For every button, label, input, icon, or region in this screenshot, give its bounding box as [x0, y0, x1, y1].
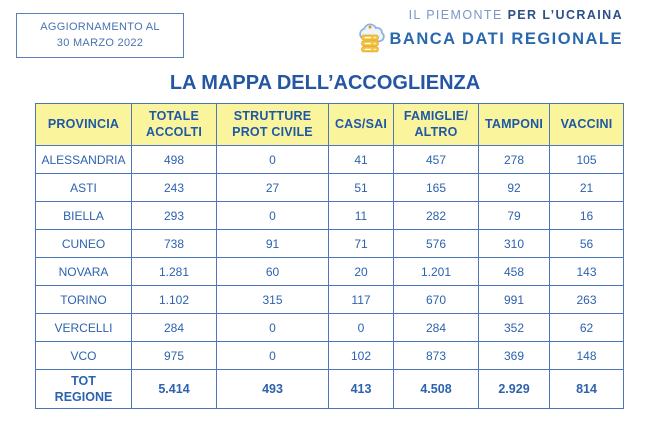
table-row: VCO 975 0 102 873 369 148: [35, 341, 624, 370]
table-row: CUNEO 738 91 71 576 310 56: [35, 229, 624, 258]
table-cell: 62: [549, 313, 624, 342]
table-cell: 0: [216, 201, 329, 230]
column-header: FAMIGLIE/ ALTRO: [393, 103, 479, 146]
table-cell: 11: [328, 201, 394, 230]
row-label: TOT REGIONE: [35, 369, 132, 409]
row-label: VCO: [35, 341, 132, 370]
column-header: CAS/SAI: [328, 103, 394, 146]
row-label: VERCELLI: [35, 313, 132, 342]
table-cell: 457: [393, 145, 479, 174]
table-cell: 16: [549, 201, 624, 230]
column-header: STRUTTURE PROT CIVILE: [216, 103, 329, 146]
table-cell: 975: [131, 341, 217, 370]
table-cell: 493: [216, 369, 329, 409]
table-cell: 51: [328, 173, 394, 202]
table-cell: 2.929: [478, 369, 550, 409]
table-cell: 576: [393, 229, 479, 258]
table-header: PROVINCIA TOTALE ACCOLTI STRUTTURE PROT CI…: [35, 103, 624, 146]
table-cell: 165: [393, 173, 479, 202]
table-body: ALESSANDRIA 498 0 41 457 278 105 ASTI 243 27 51 165…: [35, 145, 624, 409]
row-label: CUNEO: [35, 229, 132, 258]
table-cell: 0: [216, 145, 329, 174]
table-cell: 670: [393, 285, 479, 314]
table-row: ALESSANDRIA 498 0 41 457 278 105: [35, 145, 624, 174]
column-header: TAMPONI: [478, 103, 550, 146]
table-cell: 310: [478, 229, 550, 258]
table-cell: 1.102: [131, 285, 217, 314]
table-cell: 293: [131, 201, 217, 230]
table-cell: 102: [328, 341, 394, 370]
row-label: ALESSANDRIA: [35, 145, 132, 174]
table-cell: 243: [131, 173, 217, 202]
table-cell: 1.201: [393, 257, 479, 286]
column-header: TOTALE ACCOLTI: [131, 103, 217, 146]
table-cell: 284: [393, 313, 479, 342]
table-cell: 315: [216, 285, 329, 314]
table-cell: 413: [328, 369, 394, 409]
accoglienza-table: PROVINCIA TOTALE ACCOLTI STRUTTURE PROT CI…: [35, 103, 624, 409]
brand-tagline-cause: PER L’UCRAINA: [507, 8, 623, 22]
table-cell: 148: [549, 341, 624, 370]
table-row: BIELLA 293 0 11 282 79 16: [35, 201, 624, 230]
table-cell: 1.281: [131, 257, 217, 286]
table-cell: 991: [478, 285, 550, 314]
table-cell: 20: [328, 257, 394, 286]
table-cell: 91: [216, 229, 329, 258]
brand-tagline: IL PIEMONTE PER L’UCRAINA: [355, 8, 624, 22]
brand-name-row: BANCA DATI REGIONALE: [355, 23, 624, 55]
row-label: NOVARA: [35, 257, 132, 286]
table-cell: 60: [216, 257, 329, 286]
table-cell: 282: [393, 201, 479, 230]
page-title: LA MAPPA DELL’ACCOGLIENZA: [169, 72, 481, 94]
table-cell: 92: [478, 173, 550, 202]
table-row: ASTI 243 27 51 165 92 21: [35, 173, 624, 202]
header-row: PROVINCIA TOTALE ACCOLTI STRUTTURE PROT CI…: [35, 103, 624, 146]
table-cell: 814: [549, 369, 624, 409]
table-cell: 71: [328, 229, 394, 258]
table-cell: 458: [478, 257, 550, 286]
row-label: TORINO: [35, 285, 132, 314]
table-cell: 143: [549, 257, 624, 286]
table-cell: 873: [393, 341, 479, 370]
table-cell: 278: [478, 145, 550, 174]
row-label: ASTI: [35, 173, 132, 202]
table-row: VERCELLI 284 0 0 284 352 62: [35, 313, 624, 342]
table-cell: 105: [549, 145, 624, 174]
brand-logo: IL PIEMONTE PER L’UCRAINA: [355, 8, 624, 55]
column-header: PROVINCIA: [35, 103, 132, 146]
column-header: VACCINI: [549, 103, 624, 146]
update-date-line1: AGGIORNAMENTO AL: [40, 21, 160, 34]
table-cell: 21: [549, 173, 624, 202]
update-date-line2: 30 MARZO 2022: [56, 36, 144, 49]
total-row: TOT REGIONE 5.414 493 413 4.508 2.929 814: [35, 369, 624, 409]
table-cell: 4.508: [393, 369, 479, 409]
table-cell: 263: [549, 285, 624, 314]
table-cell: 369: [478, 341, 550, 370]
table-cell: 5.414: [131, 369, 217, 409]
cloud-database-icon: [355, 23, 385, 55]
table-cell: 117: [328, 285, 394, 314]
update-box: AGGIORNAMENTO AL 30 MARZO 2022: [16, 13, 184, 58]
table-cell: 0: [328, 313, 394, 342]
table-cell: 352: [478, 313, 550, 342]
row-label: BIELLA: [35, 201, 132, 230]
brand-tagline-region: IL PIEMONTE: [408, 8, 503, 22]
table-cell: 41: [328, 145, 394, 174]
table-cell: 284: [131, 313, 217, 342]
table-cell: 498: [131, 145, 217, 174]
table-cell: 27: [216, 173, 329, 202]
table-row: TORINO 1.102 315 117 670 991 263: [35, 285, 624, 314]
table-cell: 738: [131, 229, 217, 258]
table-cell: 0: [216, 313, 329, 342]
brand-name: BANCA DATI REGIONALE: [389, 29, 623, 48]
table-cell: 79: [478, 201, 550, 230]
table-cell: 0: [216, 341, 329, 370]
table-cell: 56: [549, 229, 624, 258]
table-row: NOVARA 1.281 60 20 1.201 458 143: [35, 257, 624, 286]
